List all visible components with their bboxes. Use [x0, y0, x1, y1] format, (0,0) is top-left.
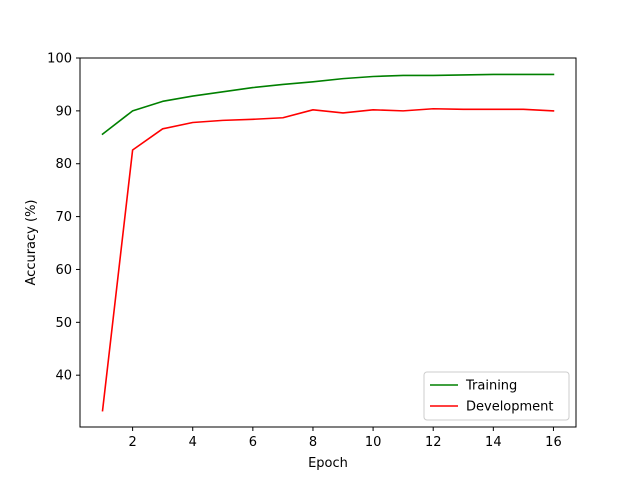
x-tick-label: 4	[189, 435, 197, 450]
x-tick-label: 16	[545, 435, 562, 450]
y-tick-label: 80	[55, 157, 72, 172]
x-tick-label: 10	[365, 435, 382, 450]
plot-area	[101, 73, 555, 412]
legend-box	[423, 371, 570, 421]
y-tick-label: 50	[55, 316, 72, 331]
y-axis-label: Accuracy (%)	[24, 200, 39, 286]
legend: Training Development	[423, 371, 570, 421]
y-tick-label: 90	[55, 104, 72, 119]
x-tick-label: 12	[425, 435, 442, 450]
y-tick-label: 40	[55, 369, 72, 384]
x-tick-label: 2	[128, 435, 136, 450]
y-tick-label: 70	[55, 210, 72, 225]
y-tick-label: 60	[55, 263, 72, 278]
x-tick-label: 6	[249, 435, 257, 450]
series-line-training	[101, 73, 555, 136]
axes-frame	[79, 57, 577, 428]
x-axis-label: Epoch	[308, 456, 348, 471]
y-tick-label: 100	[47, 52, 72, 67]
legend-label-training: Training	[465, 379, 517, 394]
x-tick-label: 8	[309, 435, 317, 450]
series-line-development	[101, 107, 555, 412]
legend-label-development: Development	[466, 400, 554, 415]
x-tick-label: 14	[485, 435, 502, 450]
axes: 2 4 6 8 10 12 14 16 40 50 60 70 80 90 100	[47, 52, 577, 450]
